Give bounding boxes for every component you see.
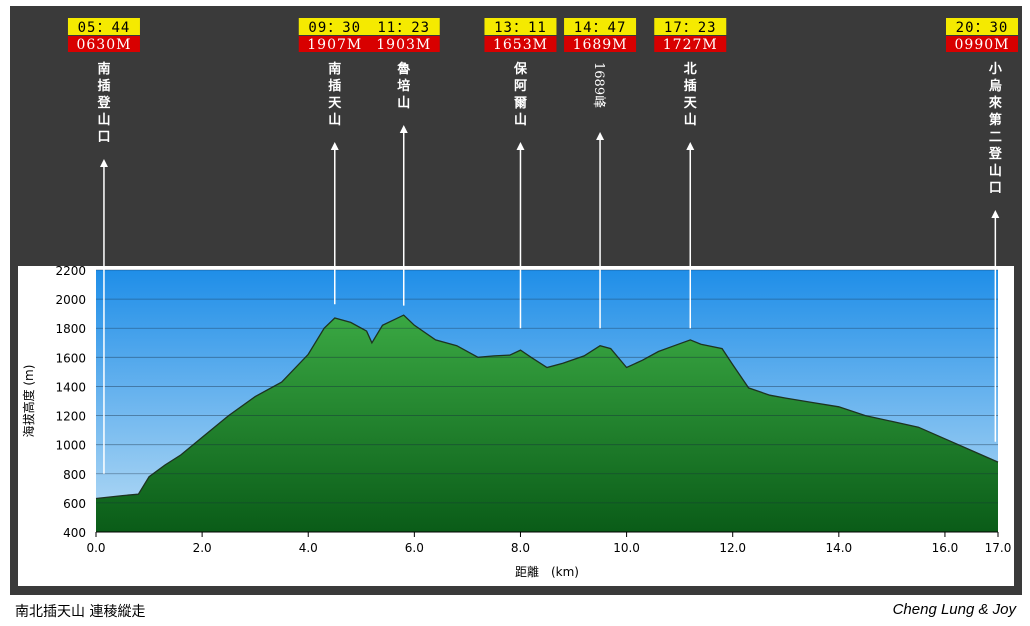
time-badge <box>367 18 440 35</box>
y-tick-label: 600 <box>63 497 86 511</box>
elevation-badge <box>484 36 557 52</box>
elevation-badge <box>654 36 727 52</box>
elevation-badge <box>367 36 440 52</box>
time-badge <box>946 18 1018 35</box>
elevation-label: 0990M <box>955 37 1010 53</box>
elevation-badge <box>67 36 140 52</box>
y-tick-label: 1000 <box>55 439 86 453</box>
x-tick-label: 4.0 <box>299 541 318 555</box>
y-tick-label: 2000 <box>55 293 86 307</box>
elevation-label: 1903M <box>376 37 431 53</box>
elevation-label: 1907M <box>307 37 362 53</box>
y-tick-label: 2200 <box>55 264 86 278</box>
time-label: 14：47 <box>574 20 627 36</box>
elevation-badge <box>564 36 637 52</box>
x-tick-label: 14.0 <box>825 541 852 555</box>
y-axis-label: 海拔高度 (m) <box>21 365 36 438</box>
waypoint-name: 保阿爾山 <box>513 61 528 128</box>
time-label: 09：30 <box>308 20 361 36</box>
chart-area: 400 600 800 1000 1200 1400 1600 1800 2000 2200 0.0… <box>21 264 1011 579</box>
waypoint-name: 南插天山 <box>328 61 342 128</box>
arrowhead-icon <box>516 142 525 150</box>
elevation-label: 1689M <box>573 37 628 53</box>
elevation-label: 1727M <box>663 37 718 53</box>
x-tick-label: 6.0 <box>405 541 424 555</box>
time-badge <box>654 18 727 35</box>
arrowhead-icon <box>991 210 1000 218</box>
elevation-label: 0630M <box>76 37 131 53</box>
x-axis-label: 距離 (km) <box>515 565 579 579</box>
waypoint-name: 魯培山 <box>396 61 410 111</box>
arrowhead-icon <box>596 132 605 140</box>
time-badge <box>67 18 140 35</box>
x-tick-label: 16.0 <box>932 541 959 555</box>
arrowhead-icon <box>686 142 695 150</box>
x-tick-label: 17.0 <box>985 541 1012 555</box>
y-tick-label: 800 <box>63 468 86 482</box>
time-badge <box>298 18 371 35</box>
time-label: 17：23 <box>664 20 717 36</box>
waypoint-name: 1689峰 <box>591 62 606 108</box>
credit-text: Cheng Lung & Joy <box>892 601 1016 618</box>
waypoint-name: 北插天山 <box>684 62 698 128</box>
x-tick-label: 12.0 <box>719 541 746 555</box>
terrain-outline <box>95 314 999 500</box>
x-tick-label: 10.0 <box>613 541 640 555</box>
route-title: 南北插天山 連稜縱走 <box>15 604 146 620</box>
arrowhead-icon <box>99 159 108 167</box>
waypoint-name: 小烏來第二登山口 <box>988 62 1003 196</box>
time-label: 13：11 <box>494 20 547 36</box>
terrain-area <box>96 315 998 532</box>
time-badge <box>564 18 637 35</box>
y-tick-label: 1800 <box>55 322 86 336</box>
elevation-label: 1653M <box>493 37 548 53</box>
x-tick-label: 2.0 <box>193 541 212 555</box>
arrowhead-icon <box>330 142 339 150</box>
arrowhead-icon <box>399 125 408 133</box>
x-tick-label: 0.0 <box>86 541 105 555</box>
time-label: 05：44 <box>78 20 131 36</box>
y-tick-label: 1400 <box>55 380 86 394</box>
elevation-badge <box>946 36 1018 52</box>
y-tick-label: 1200 <box>55 410 86 424</box>
x-tick-label: 8.0 <box>511 541 530 555</box>
y-tick-label: 1600 <box>55 351 86 365</box>
time-label: 11：23 <box>377 20 430 36</box>
elevation-badge <box>298 36 371 52</box>
time-badge <box>484 18 557 35</box>
waypoint-name: 南插登山口 <box>96 61 111 145</box>
time-label: 20：30 <box>956 20 1009 36</box>
y-tick-label: 400 <box>63 526 86 540</box>
